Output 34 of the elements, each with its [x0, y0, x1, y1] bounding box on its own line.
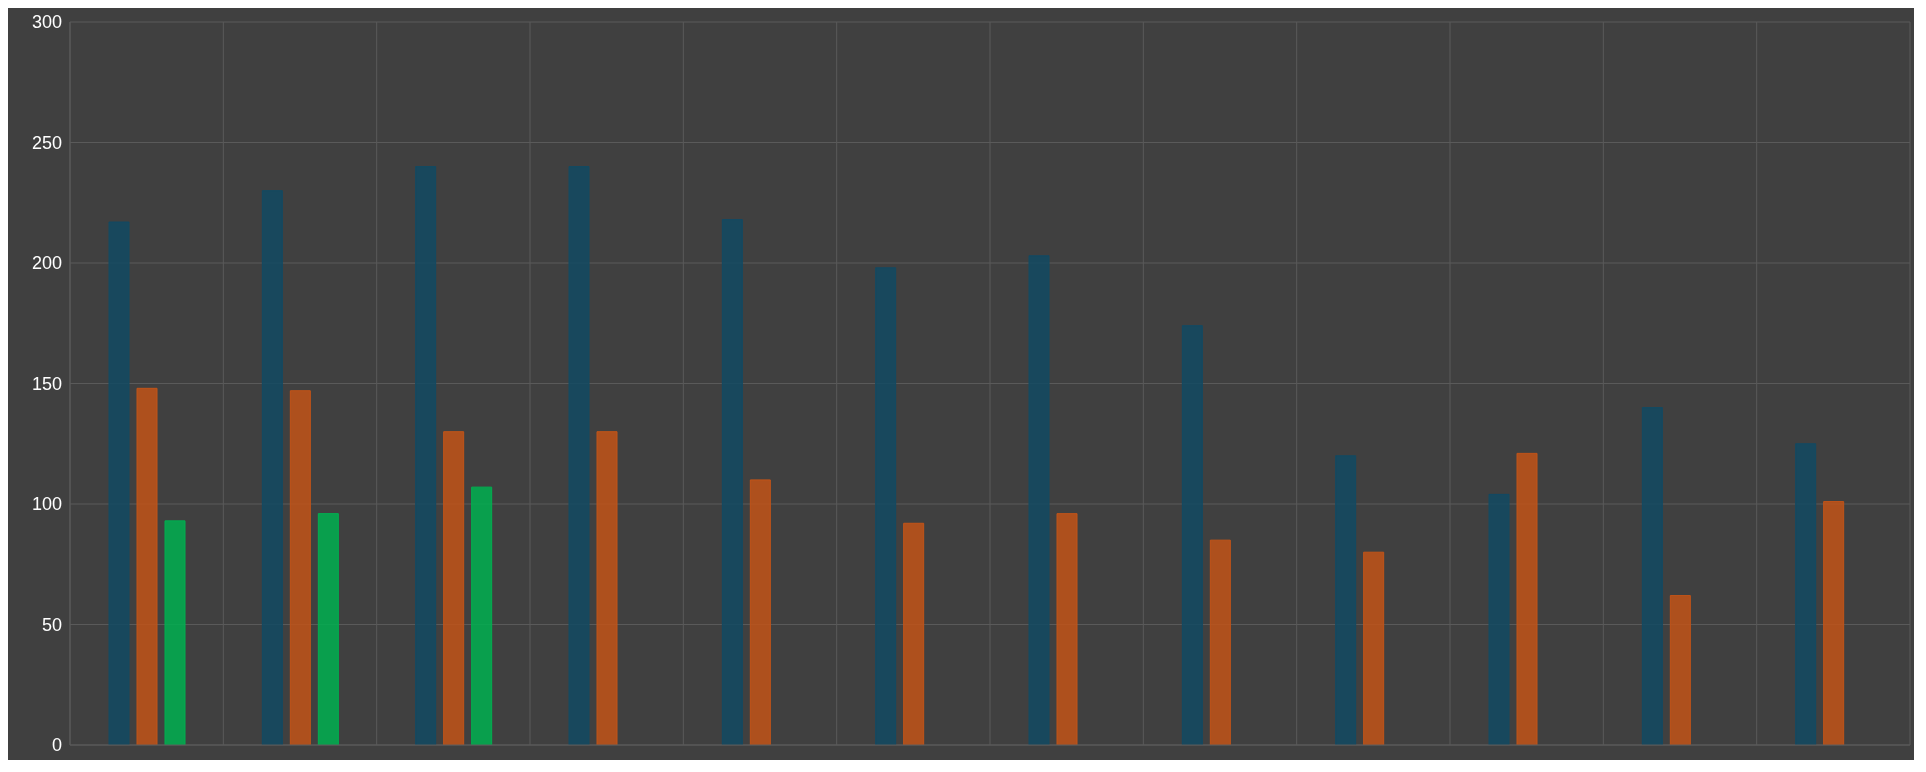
- y-tick-label: 250: [31, 132, 62, 153]
- bar: [317, 513, 339, 745]
- bar: [1181, 325, 1203, 745]
- bar: [1516, 452, 1538, 745]
- bar: [471, 486, 493, 745]
- bar: [1795, 443, 1817, 745]
- bar: [136, 387, 158, 745]
- y-tick-label: 300: [31, 12, 62, 33]
- bar: [596, 431, 618, 745]
- bar: [164, 520, 186, 745]
- y-tick-label: 0: [51, 735, 62, 756]
- y-tick-label: 50: [41, 614, 62, 635]
- bar: [1028, 255, 1050, 745]
- y-tick-label: 200: [31, 253, 62, 274]
- y-tick-label: 150: [31, 373, 62, 394]
- bar: [289, 390, 311, 745]
- y-tick-label: 100: [31, 494, 62, 515]
- bar: [568, 166, 590, 745]
- bar: [108, 221, 130, 745]
- bar: [1209, 539, 1231, 745]
- bar: [1823, 501, 1845, 745]
- bar: [1488, 493, 1510, 745]
- bar: [721, 219, 743, 745]
- bar: [1335, 455, 1357, 745]
- bar: [1056, 513, 1078, 745]
- bar: [443, 431, 465, 745]
- bar: [261, 190, 283, 745]
- bar: [1669, 595, 1691, 745]
- bar: [1641, 407, 1663, 745]
- bar: [749, 479, 771, 745]
- bar: [903, 522, 925, 745]
- bar: [875, 267, 897, 745]
- bar: [415, 166, 437, 745]
- bar: [1363, 551, 1385, 745]
